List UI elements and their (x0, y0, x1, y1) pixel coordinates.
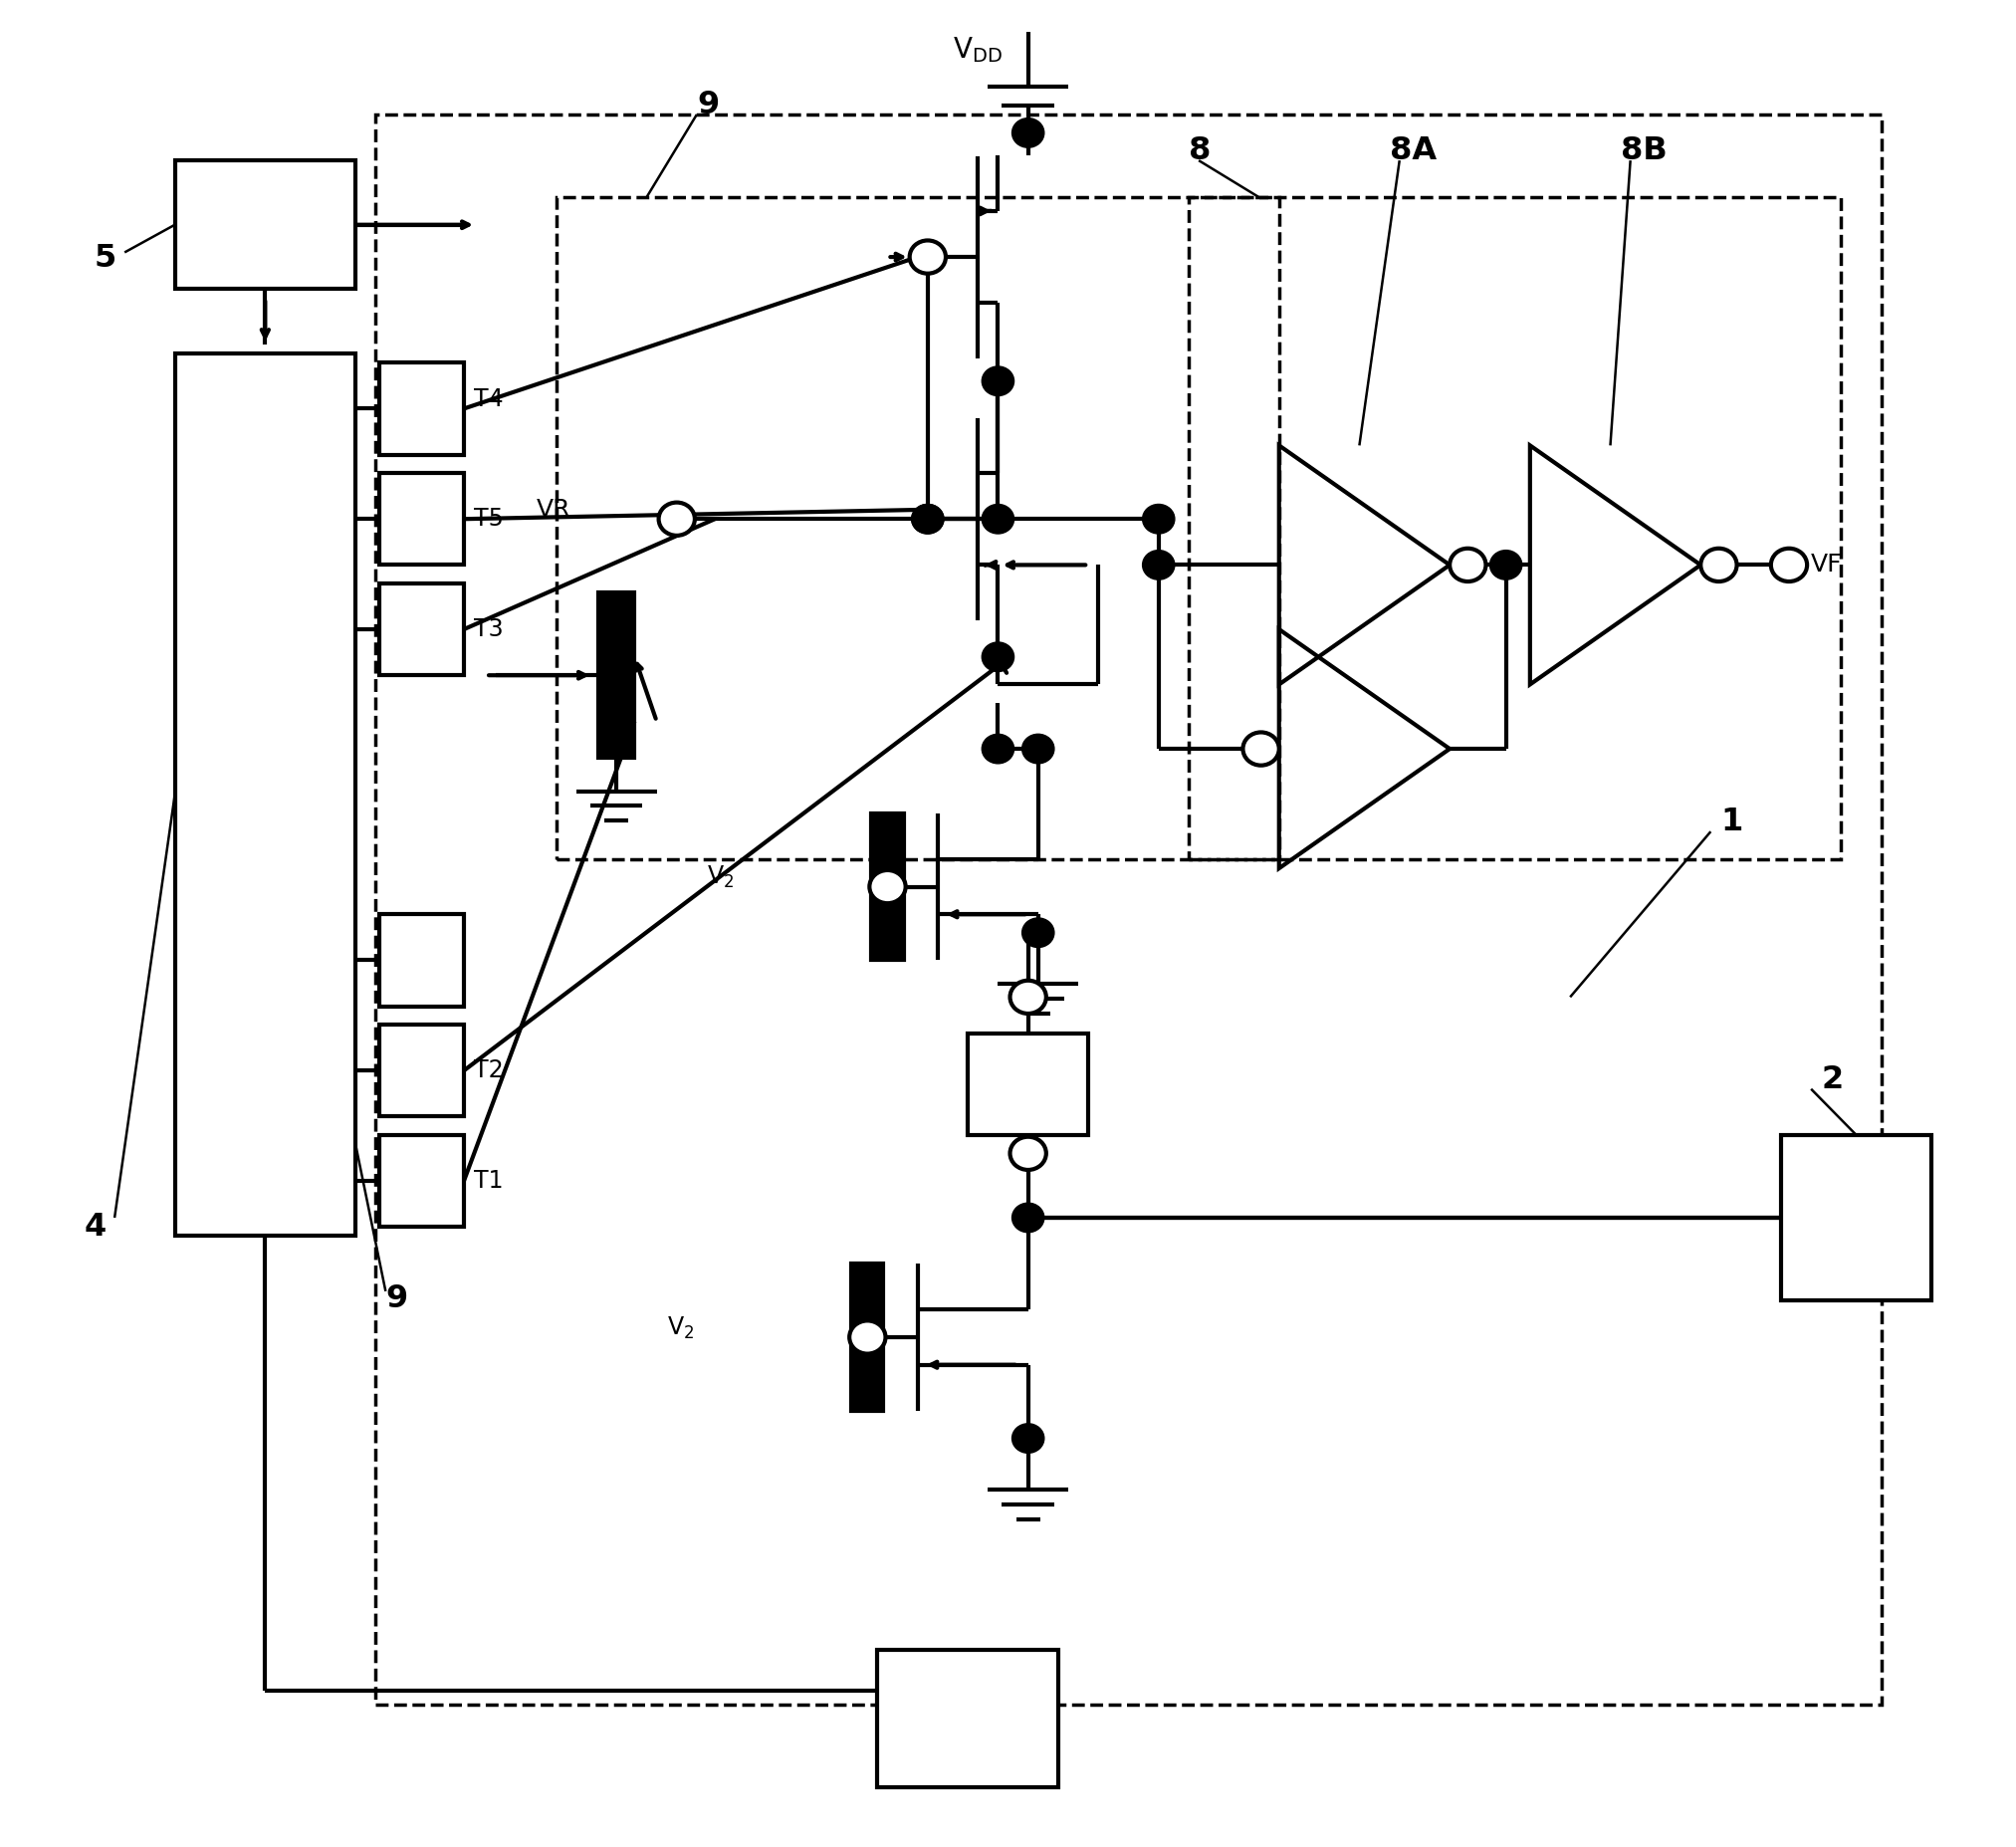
Circle shape (1143, 504, 1175, 534)
Circle shape (1450, 549, 1486, 582)
Circle shape (1012, 118, 1044, 148)
Bar (379, 1025, 464, 1117)
Circle shape (1010, 981, 1046, 1014)
Text: T5: T5 (474, 508, 504, 530)
Bar (599, 593, 635, 757)
Bar (379, 473, 464, 565)
Text: 2: 2 (1820, 1064, 1843, 1095)
Circle shape (659, 502, 696, 536)
Bar (1189, 198, 1841, 859)
Bar (968, 1034, 1089, 1134)
Circle shape (1244, 731, 1278, 765)
Circle shape (909, 240, 946, 273)
Text: 9: 9 (698, 91, 720, 120)
Text: 4: 4 (85, 1212, 107, 1243)
Circle shape (1143, 550, 1175, 580)
Circle shape (869, 870, 905, 903)
Circle shape (1012, 1202, 1044, 1232)
Circle shape (982, 643, 1014, 672)
Bar (175, 161, 355, 290)
Bar (175, 353, 355, 1236)
Circle shape (982, 366, 1014, 395)
Bar (556, 198, 1278, 859)
Text: V$_2$: V$_2$ (667, 1315, 694, 1341)
Text: 8: 8 (1189, 137, 1212, 166)
Bar (877, 1649, 1058, 1788)
Bar (379, 914, 464, 1007)
Text: 8B: 8B (1621, 137, 1667, 166)
Text: T4: T4 (474, 388, 504, 412)
Circle shape (1770, 549, 1806, 582)
Circle shape (982, 733, 1014, 763)
Text: V$_{\rm DD}$: V$_{\rm DD}$ (954, 35, 1002, 65)
Text: 5: 5 (95, 242, 117, 273)
Text: V$_2$: V$_2$ (708, 864, 734, 890)
Circle shape (1490, 550, 1522, 580)
Text: T1: T1 (474, 1169, 504, 1193)
Bar (379, 1134, 464, 1226)
Text: 8A: 8A (1389, 137, 1435, 166)
Bar (379, 584, 464, 676)
Bar (375, 115, 1881, 1705)
Circle shape (911, 504, 943, 534)
Bar (379, 362, 464, 454)
Circle shape (1022, 733, 1054, 763)
Text: T3: T3 (474, 617, 504, 641)
Text: 1: 1 (1722, 807, 1744, 839)
Circle shape (982, 504, 1014, 534)
Bar (851, 1263, 883, 1411)
Bar (1780, 1134, 1931, 1300)
Circle shape (1010, 1136, 1046, 1169)
Text: VR: VR (536, 499, 571, 521)
Text: 9: 9 (385, 1284, 407, 1313)
Circle shape (1702, 549, 1738, 582)
Circle shape (849, 1321, 885, 1354)
Circle shape (911, 504, 943, 534)
Text: T2: T2 (474, 1058, 504, 1082)
Circle shape (1012, 1424, 1044, 1454)
Text: 3: 3 (1018, 1766, 1040, 1795)
Circle shape (1022, 918, 1054, 948)
Bar (871, 813, 903, 960)
Text: VF: VF (1810, 552, 1843, 576)
